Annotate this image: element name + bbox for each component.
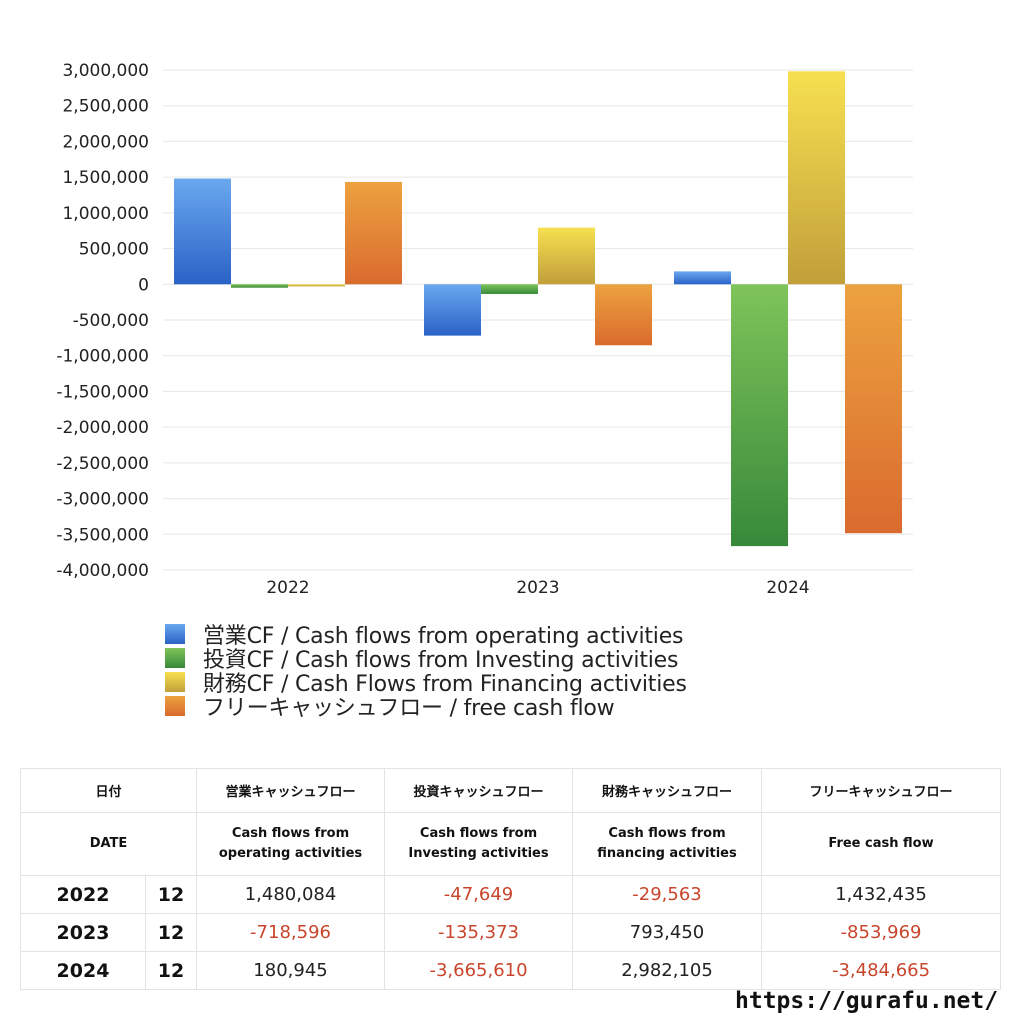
header-investing-ja: 投資キャッシュフロー: [384, 768, 574, 813]
y-tick-label: 2,500,000: [62, 97, 149, 117]
cell-financing: 2,982,105: [572, 951, 763, 990]
y-tick-label: -3,000,000: [56, 490, 149, 510]
cell-investing: -135,373: [384, 913, 574, 952]
header-operating-en: Cash flows from operating activities: [196, 812, 386, 876]
bar-series-1-2022: [231, 284, 288, 288]
cell-free-cash-flow: -3,484,665: [761, 951, 1002, 990]
bar-series-1-2023: [481, 284, 538, 294]
legend-swatch-operating: [165, 624, 185, 644]
y-tick-label: -3,500,000: [56, 525, 149, 545]
header-operating-ja: 営業キャッシュフロー: [196, 768, 386, 813]
y-tick-label: 1,000,000: [62, 204, 149, 224]
y-tick-label: 500,000: [79, 240, 149, 260]
cell-financing: -29,563: [572, 875, 763, 914]
y-tick-label: 3,000,000: [62, 61, 149, 81]
y-tick-label: -2,500,000: [56, 454, 149, 474]
header-financing-ja: 財務キャッシュフロー: [572, 768, 763, 813]
row-month: 12: [144, 913, 198, 952]
cell-free-cash-flow: 1,432,435: [761, 875, 1002, 914]
bar-series-3-2022: [345, 181, 402, 285]
x-tick-label: 2022: [266, 578, 309, 598]
bar-series-0-2023: [424, 284, 481, 336]
y-tick-label: -1,500,000: [56, 382, 149, 402]
bar-series-2-2023: [538, 227, 595, 285]
bar-series-2-2022: [288, 284, 345, 287]
x-axis: 2022 2023 2024: [266, 578, 809, 598]
bar-series-3-2023: [595, 284, 652, 346]
row-year: 2023: [20, 913, 146, 952]
table-row: 2023 12 -718,596 -135,373 793,450 -853,9…: [20, 913, 1002, 952]
x-tick-label: 2023: [516, 578, 559, 598]
y-tick-label: 0: [138, 275, 149, 295]
legend-swatch-financing: [165, 672, 185, 692]
row-month: 12: [144, 875, 198, 914]
header-financing-en: Cash flows from financing activities: [572, 812, 763, 876]
cell-investing: -47,649: [384, 875, 574, 914]
table-header-row-en: DATE Cash flows from operating activitie…: [19, 812, 1002, 876]
site-url-link[interactable]: https://gurafu.net/: [735, 988, 999, 1014]
y-tick-label: 2,000,000: [62, 132, 149, 152]
y-tick-label: -2,000,000: [56, 418, 149, 438]
legend-label-investing: 投資CF / Cash flows from Investing activit…: [203, 648, 679, 673]
bar-series-2-2024: [788, 71, 845, 285]
header-date-en: DATE: [19, 812, 198, 876]
legend-label-free-cash-flow: フリーキャッシュフロー / free cash flow: [203, 696, 615, 721]
bar-series-1-2024: [731, 284, 788, 547]
cash-flow-table: 日付 営業キャッシュフロー 投資キャッシュフロー 財務キャッシュフロー フリーキ…: [19, 768, 1002, 990]
table-row: 2024 12 180,945 -3,665,610 2,982,105 -3,…: [20, 951, 1002, 990]
bar-series-0-2022: [174, 178, 231, 285]
y-tick-label: -1,000,000: [56, 347, 149, 367]
bars: [174, 71, 902, 547]
header-investing-en: Cash flows from Investing activities: [384, 812, 574, 876]
legend-swatch-free-cash-flow: [165, 696, 185, 716]
cell-operating: 180,945: [196, 951, 386, 990]
cell-investing: -3,665,610: [384, 951, 574, 990]
legend-item-financing: 財務CF / Cash Flows from Financing activit…: [165, 670, 687, 697]
table-row: 2022 12 1,480,084 -47,649 -29,563 1,432,…: [20, 875, 1002, 914]
table-header-row-ja: 日付 営業キャッシュフロー 投資キャッシュフロー 財務キャッシュフロー フリーキ…: [19, 768, 1002, 813]
legend-swatch-investing: [165, 648, 185, 668]
x-tick-label: 2024: [766, 578, 809, 598]
bar-series-3-2024: [845, 284, 902, 534]
header-free-cash-flow-ja: フリーキャッシュフロー: [761, 768, 1002, 813]
bar-series-0-2024: [674, 271, 731, 285]
legend: 営業CF / Cash flows from operating activit…: [165, 622, 687, 721]
row-year: 2024: [20, 951, 146, 990]
cell-financing: 793,450: [572, 913, 763, 952]
y-tick-label: -4,000,000: [56, 561, 149, 581]
header-free-cash-flow-en: Free cash flow: [761, 812, 1002, 876]
header-date-ja: 日付: [19, 768, 198, 813]
y-axis: 3,000,000 2,500,000 2,000,000 1,500,000 1,00…: [56, 61, 149, 581]
cash-flow-bar-chart: 3,000,000 2,500,000 2,000,000 1,500,000 1,00…: [56, 61, 913, 598]
cell-free-cash-flow: -853,969: [761, 913, 1002, 952]
y-tick-label: 1,500,000: [62, 168, 149, 188]
legend-item-free-cash-flow: フリーキャッシュフロー / free cash flow: [165, 694, 687, 721]
legend-item-operating: 営業CF / Cash flows from operating activit…: [165, 622, 687, 649]
y-tick-label: -500,000: [73, 311, 149, 331]
row-year: 2022: [20, 875, 146, 914]
cell-operating: -718,596: [196, 913, 386, 952]
row-month: 12: [144, 951, 198, 990]
cell-operating: 1,480,084: [196, 875, 386, 914]
legend-label-operating: 営業CF / Cash flows from operating activit…: [203, 624, 684, 649]
legend-label-financing: 財務CF / Cash Flows from Financing activit…: [203, 672, 687, 697]
legend-item-investing: 投資CF / Cash flows from Investing activit…: [165, 646, 687, 673]
